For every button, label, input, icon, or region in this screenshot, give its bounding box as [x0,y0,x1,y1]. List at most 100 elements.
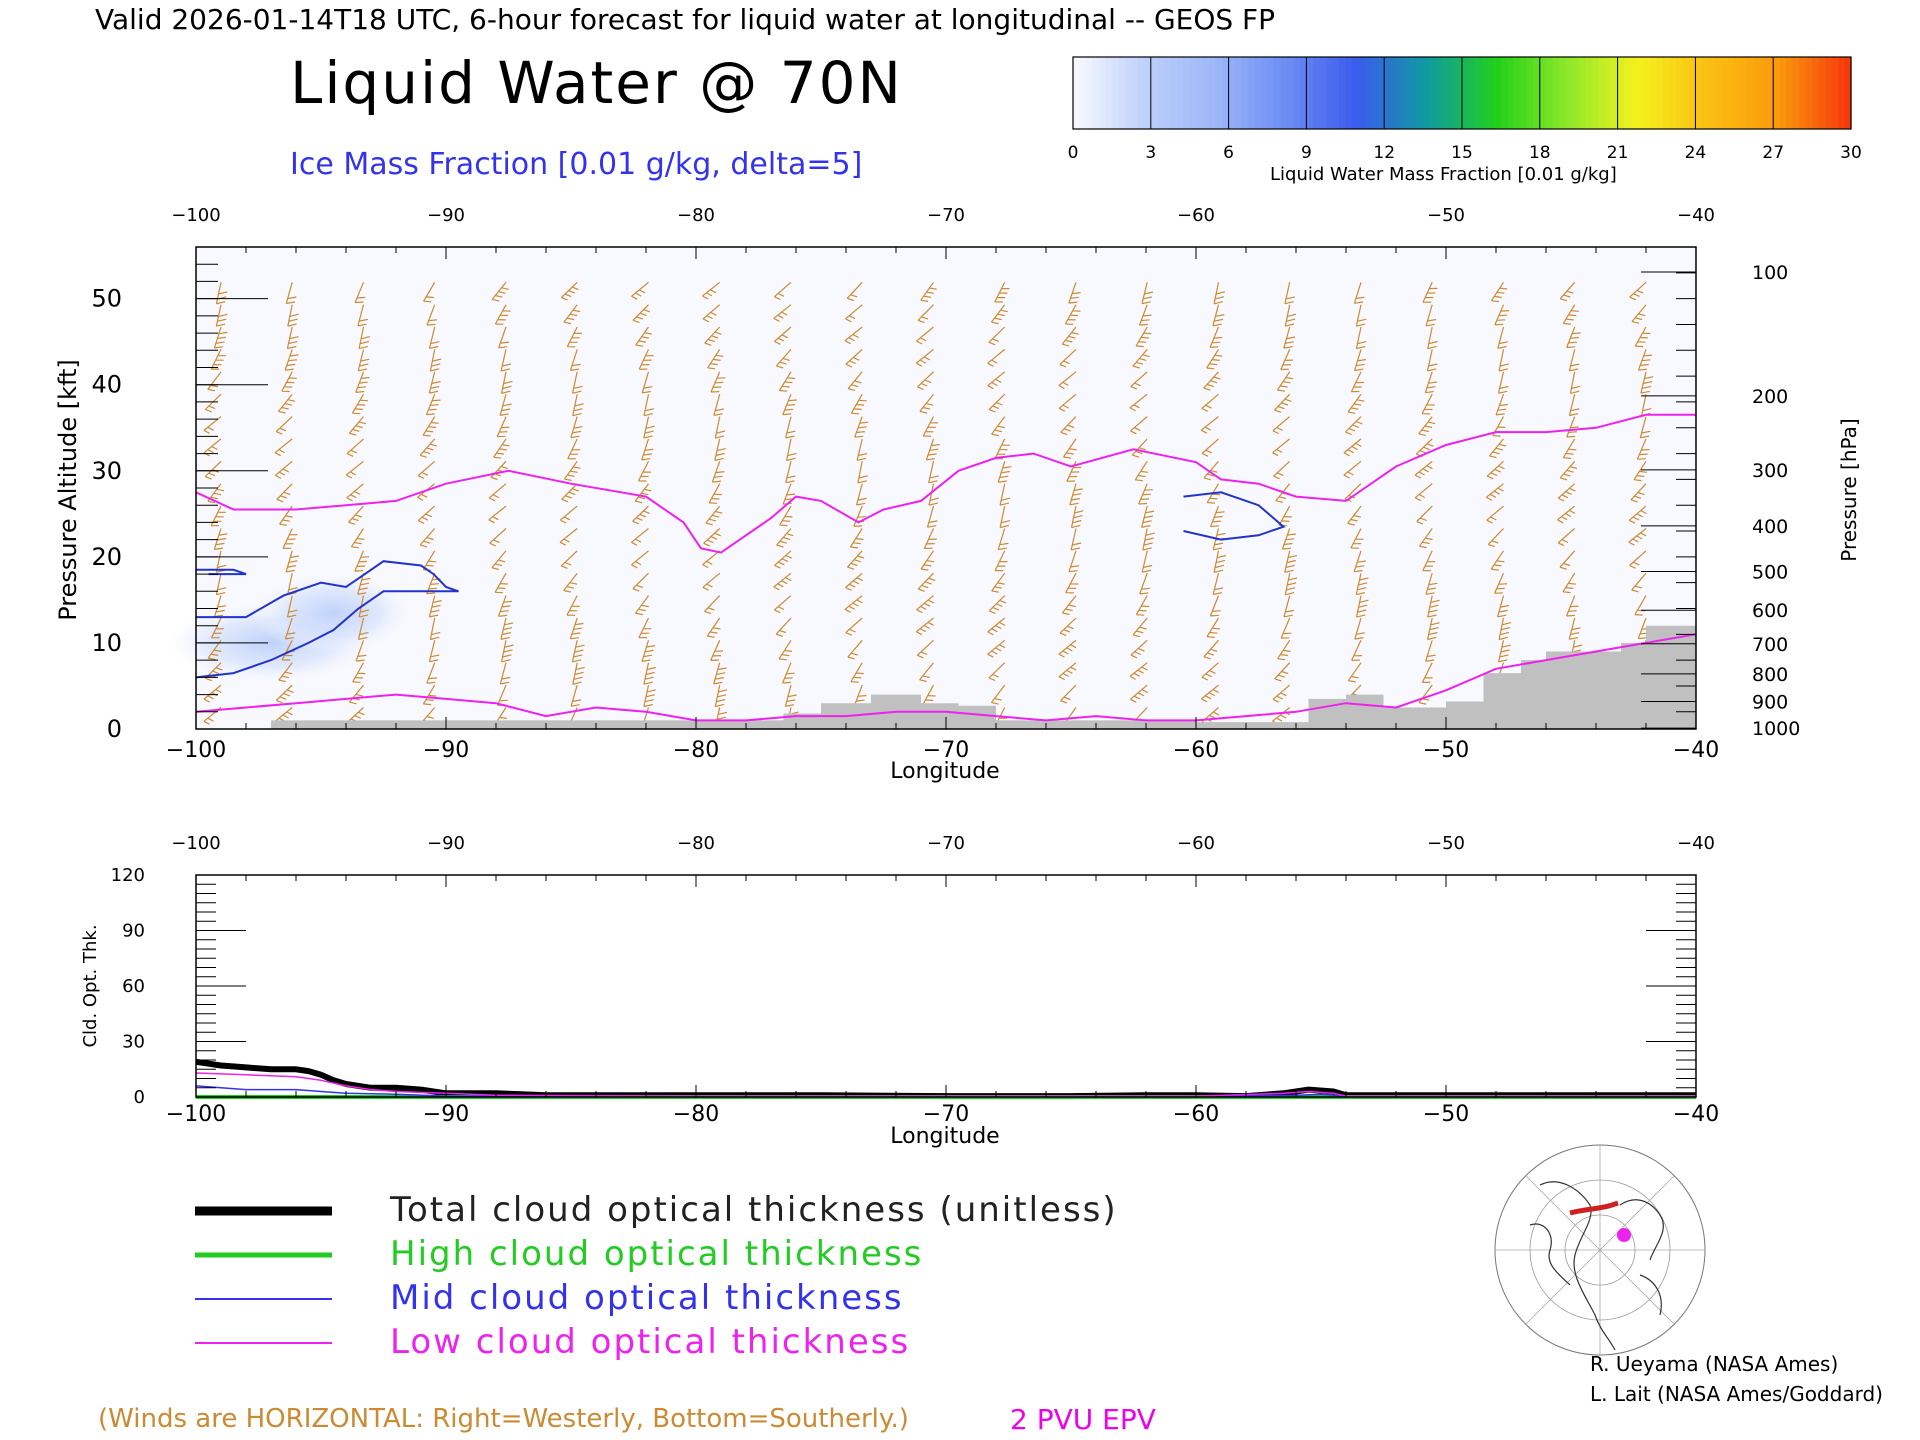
wind-barb [355,371,370,393]
wind-barb [919,393,934,414]
wind-barb [1427,595,1440,618]
wind-barb [1060,416,1077,436]
wind-barb [854,416,869,438]
wind-barb [1414,460,1433,479]
wind-barb [354,282,366,304]
wind-barb [920,550,935,571]
wind-barb [497,595,513,617]
colorbar-slice [1721,57,1729,129]
wind-barb [710,371,726,393]
wind-barb [853,505,866,527]
wind-barb [853,684,867,707]
colorbar-slice [1818,57,1826,129]
wind-barb [1641,662,1654,685]
wind-barb [1559,281,1576,302]
wind-barb [1201,438,1219,457]
pressure-tick-label: 400 [1752,516,1788,538]
colorbar-tick-label: 9 [1301,143,1312,163]
wind-barb [1210,505,1225,528]
wind-barb [632,304,651,324]
x-tick-label-2: −50 [1423,1102,1469,1127]
wind-barb [1059,617,1077,637]
wind-barb [643,684,656,708]
optical-thickness-ylabel: Cld. Opt. Thk. [80,924,101,1047]
wind-barb [275,684,294,704]
wind-barb [1557,528,1576,547]
wind-barb [1201,393,1219,412]
pressure-tick-label: 200 [1752,386,1788,408]
liquid-water-blob [253,572,414,653]
credit-ueyama: R. Ueyama (NASA Ames) [1590,1352,1839,1376]
y-tick-label-2: 60 [122,976,145,997]
wind-barb [786,438,797,462]
wind-barb [775,617,792,637]
wind-barb [1557,505,1576,524]
wind-barb [567,438,581,460]
legend-label: Mid cloud optical thickness [390,1278,904,1318]
map-latitude-circle-inner [1564,1214,1636,1286]
wind-barb [559,528,578,546]
colorbar-slice [1397,57,1405,129]
wind-barb [1203,639,1219,660]
wind-barb [1557,483,1576,502]
wind-barb [925,707,939,729]
wind-barb [1280,617,1292,639]
wind-barb [357,304,369,327]
map-meridians [1495,1145,1705,1355]
colorbar-slice [1533,57,1541,129]
wind-barb [1498,640,1511,663]
wind-barb [703,528,721,547]
x-tick-label: −90 [423,738,469,763]
wind-barb [1353,550,1366,573]
wind-barb [635,595,649,616]
wind-barb [428,640,440,663]
wind-barb [1350,371,1364,393]
colorbar-slice [1520,57,1528,129]
wind-barb [1494,304,1510,326]
y-tick-label: 0 [107,715,122,743]
wind-barb [1490,550,1505,571]
wind-barb [845,304,863,323]
wind-barb [915,348,934,367]
x-tick-label-top: −70 [927,205,965,226]
wind-barb [850,393,867,415]
colorbar-slice [1085,57,1094,129]
x-tick-label: −70 [923,738,969,763]
wind-barb [631,528,649,546]
wind-barb [417,460,436,480]
colorbar-slice [1377,57,1385,129]
wind-barb [641,371,653,394]
wind-barb [916,639,934,659]
cross-section-xlabel: Longitude [890,759,999,784]
wind-barb [1630,483,1647,503]
colorbar-slice [1319,57,1327,129]
colorbar-slice [1364,57,1372,129]
wind-barb [635,326,652,347]
wind-barb [1061,326,1079,347]
colorbar-slice [1306,57,1314,129]
legend: Total cloud optical thickness (unitless)… [195,1190,1116,1362]
x-tick-label-2-top: −50 [1427,833,1465,854]
wind-barb [491,281,509,302]
wind-barb [215,304,228,327]
wind-barb [1425,573,1438,595]
wind-barb [702,550,721,569]
wind-barb [1354,617,1365,640]
wind-barb [210,349,226,370]
wind-barb [1424,371,1438,394]
wind-barb [274,438,293,457]
wind-barb [1414,483,1433,502]
colorbar-slice [1617,57,1625,129]
chart-title: Liquid Water @ 70N [290,49,903,117]
x-tick-label-2-top: −40 [1677,833,1715,854]
wind-barb [1494,572,1507,594]
wind-barb [1559,460,1578,481]
colorbar-slice [1481,57,1489,129]
wind-barb [988,326,1006,346]
wind-barb [846,281,863,302]
wind-barb [348,505,364,525]
colorbar-slice [1098,57,1107,129]
x-tick-label-2-top: −80 [677,833,715,854]
colorbar-slice [1701,57,1709,129]
wind-barb [571,640,585,663]
